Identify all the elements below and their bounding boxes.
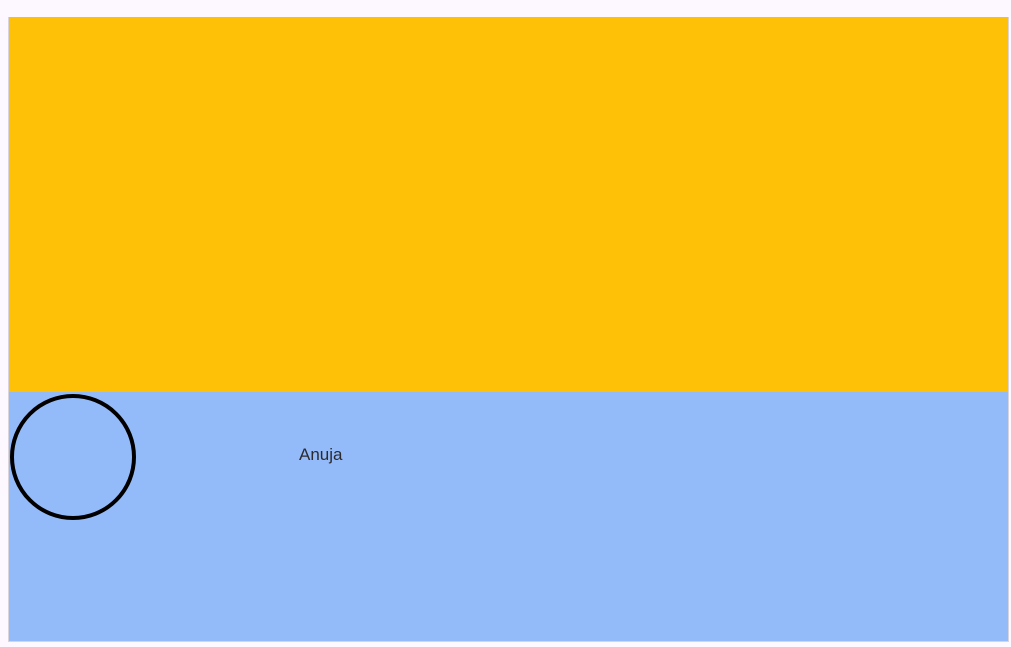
avatar[interactable] (10, 394, 136, 520)
app-frame: Anuja (8, 17, 1009, 642)
header-banner (9, 17, 1008, 392)
profile-panel: Anuja (9, 392, 1008, 641)
profile-name: Anuja (299, 445, 343, 464)
